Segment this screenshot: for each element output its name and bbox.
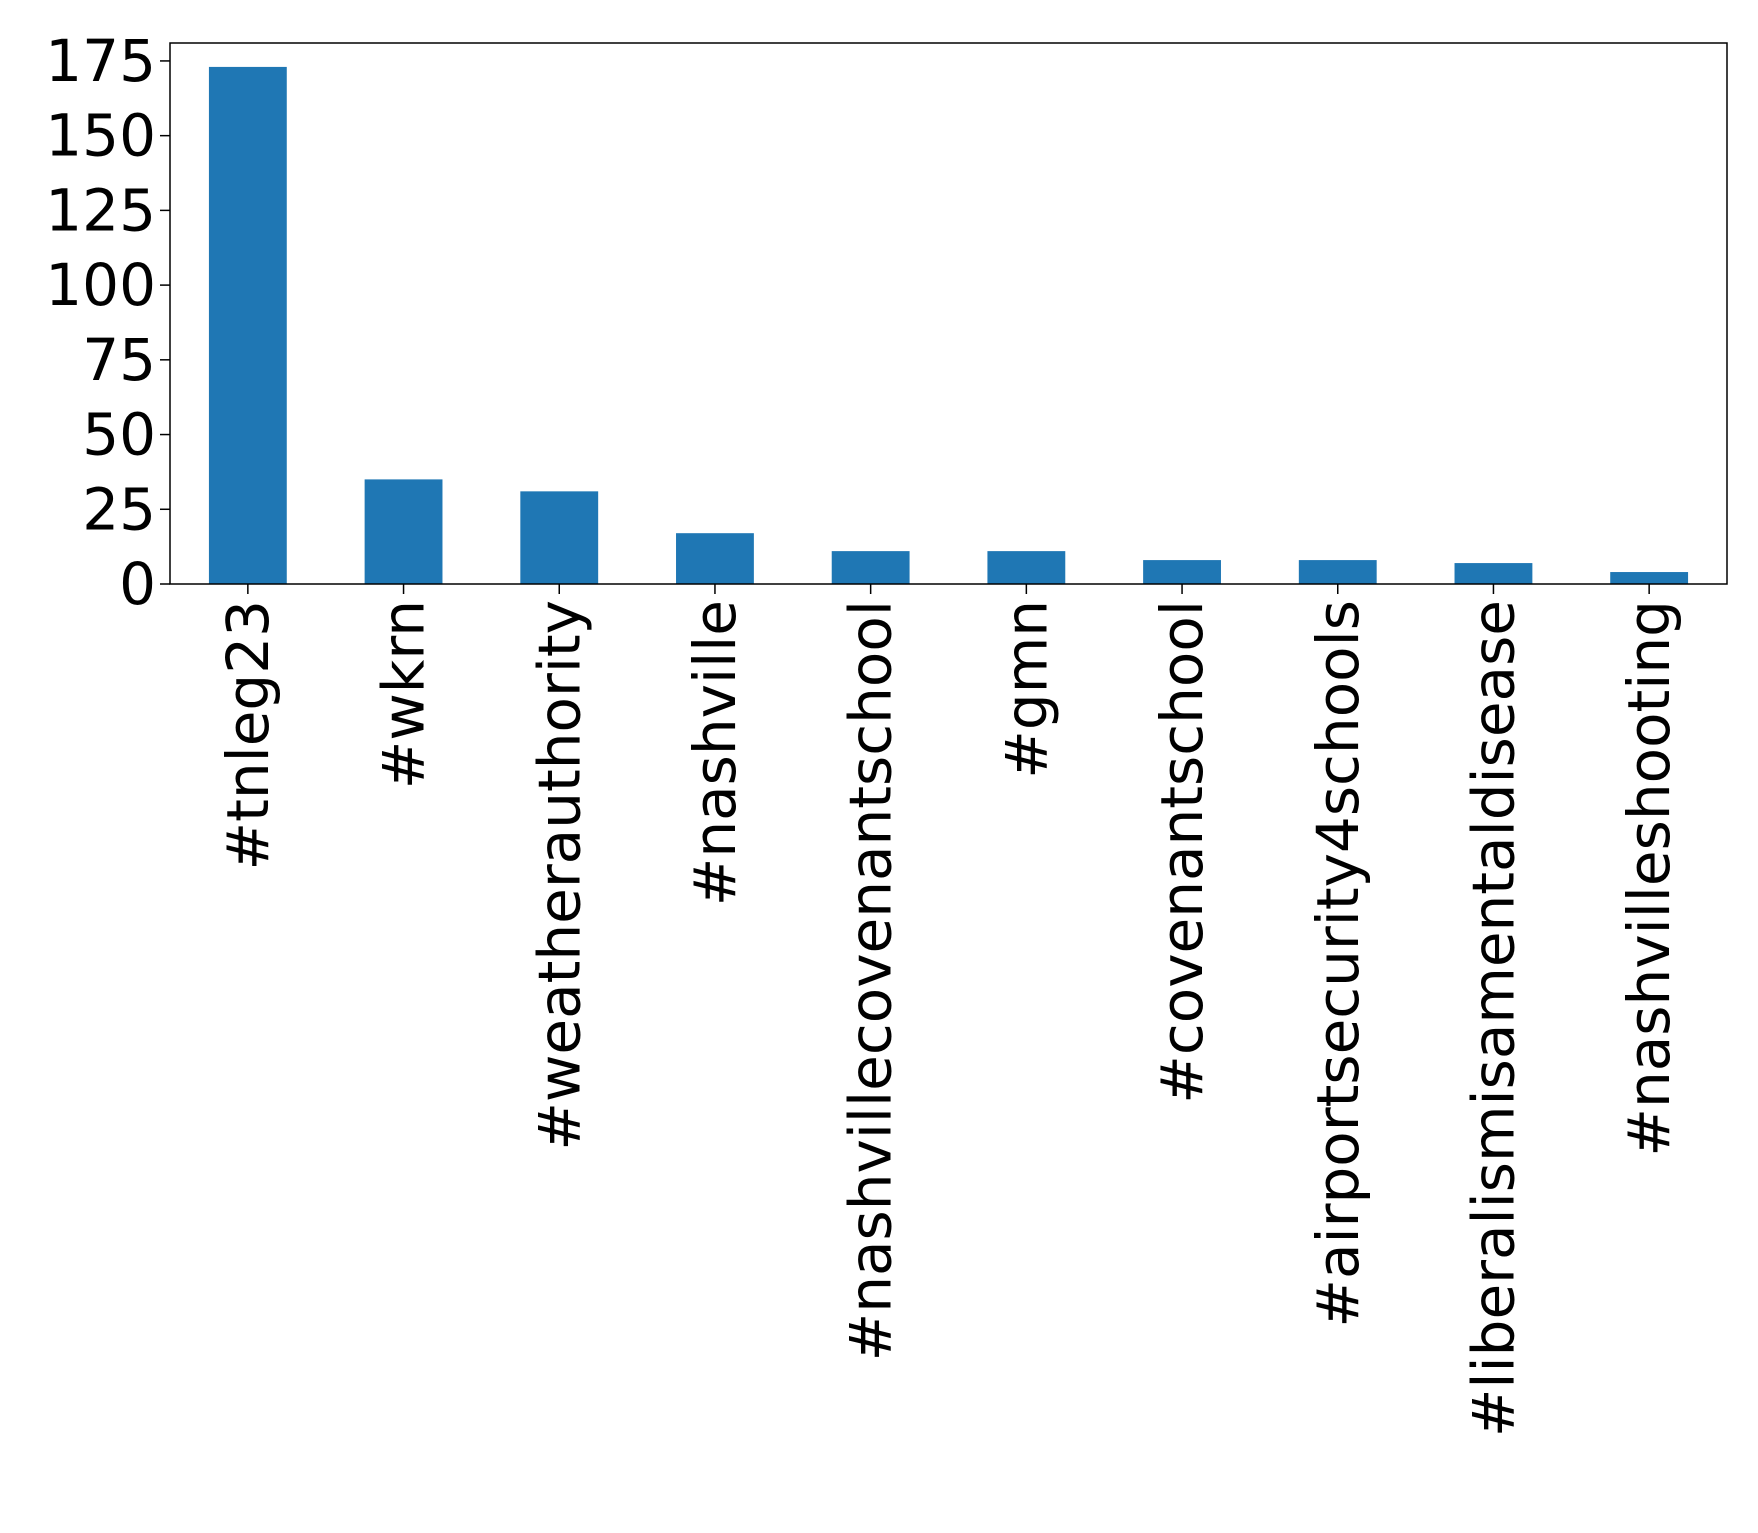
y-tick-label-4: 100 (45, 251, 156, 319)
plot-frame (169, 42, 1728, 585)
x-tick-label-6: #covenantschool (1148, 600, 1216, 1104)
x-tick-label-2: #weatherauthority (525, 600, 593, 1151)
bar-4 (831, 551, 910, 584)
x-tick-label-3: #nashville (681, 600, 749, 906)
y-tick-label-7: 175 (45, 27, 156, 95)
x-tick-label-1: #wkrn (370, 600, 438, 789)
x-tick-label-0: #tnleg23 (214, 600, 282, 871)
y-tick-label-5: 125 (45, 176, 156, 244)
y-tick-label-1: 25 (82, 475, 156, 543)
bar-0 (208, 66, 287, 584)
y-tick-label-3: 75 (82, 326, 156, 394)
bar-3 (676, 533, 754, 584)
y-tick-label-2: 50 (82, 401, 156, 469)
x-tick-label-7: #airportsecurity4schools (1304, 600, 1372, 1328)
x-tick-label-4: #nashvillecovenantschool (837, 600, 905, 1361)
bar-5 (987, 551, 1066, 584)
x-axis: #tnleg23 #wkrn #weatherauthority #nashville… (214, 584, 1683, 1437)
x-tick-label-8: #liberalismisamentaldisease (1459, 600, 1527, 1437)
x-tick-label-5: #gmn (992, 600, 1060, 779)
y-tick-label-6: 150 (45, 102, 156, 170)
y-tick-label-0: 0 (119, 550, 156, 618)
bar-2 (520, 491, 599, 584)
bars-group (208, 66, 1689, 584)
x-tick-label-9: #nashvilleshooting (1615, 600, 1683, 1157)
bar-7 (1298, 560, 1377, 584)
bar-1 (364, 479, 443, 584)
bar-9 (1610, 572, 1689, 584)
bar-8 (1454, 563, 1533, 584)
bar-6 (1143, 560, 1221, 584)
